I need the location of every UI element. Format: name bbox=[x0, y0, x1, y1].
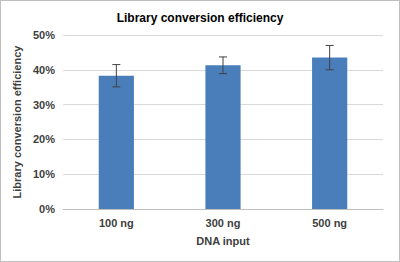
svg-text:500 ng: 500 ng bbox=[312, 217, 347, 229]
svg-text:10%: 10% bbox=[33, 168, 55, 180]
svg-text:50%: 50% bbox=[33, 29, 55, 41]
svg-text:DNA input: DNA input bbox=[196, 235, 250, 247]
svg-text:40%: 40% bbox=[33, 64, 55, 76]
svg-text:30%: 30% bbox=[33, 99, 55, 111]
svg-text:20%: 20% bbox=[33, 133, 55, 145]
svg-text:100 ng: 100 ng bbox=[99, 217, 134, 229]
svg-text:300 ng: 300 ng bbox=[206, 217, 241, 229]
svg-text:Library conversion efficiency: Library conversion efficiency bbox=[117, 11, 284, 25]
svg-text:0%: 0% bbox=[39, 203, 55, 215]
svg-text:Library conversion efficiency: Library conversion efficiency bbox=[11, 45, 23, 199]
